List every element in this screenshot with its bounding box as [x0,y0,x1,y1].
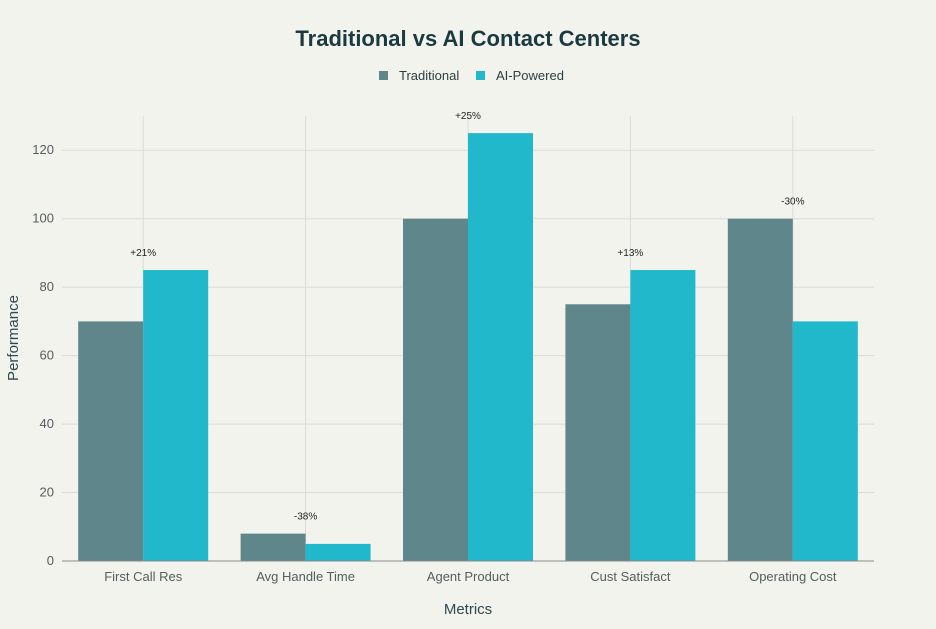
bar-ai-powered [143,270,209,561]
y-tick-label: 120 [32,142,54,157]
bar-traditional [78,321,144,561]
bar-traditional [727,218,793,561]
legend-label: AI-Powered [496,68,564,83]
bar-traditional [240,533,306,561]
bar-ai-powered [468,133,533,561]
bar-ai-powered [630,270,696,561]
x-tick-label: First Call Res [104,569,183,584]
y-tick-label: 20 [40,485,54,500]
bar-ai-powered [305,543,371,561]
x-tick-label: Agent Product [427,569,510,584]
axes: 0 20 40 60 80 100 120 First Call Res Avg Handle … [32,142,874,584]
y-tick-label: 60 [40,348,54,363]
bar-annotation: +13% [617,248,643,259]
bar-annotation: -38% [294,512,317,523]
x-tick-label: Cust Satisfact [590,569,671,584]
bar-annotation: -30% [781,197,804,208]
x-tick-label: Avg Handle Time [256,569,355,584]
legend: Traditional AI-Powered [379,68,564,83]
annotations: +21% -38% +25% +13% -30% [130,111,804,522]
y-tick-label: 0 [47,553,54,568]
bar-traditional [403,218,468,561]
bar-ai-powered [792,321,858,561]
x-tick-label: Operating Cost [749,569,837,584]
bars [78,133,858,561]
legend-swatch [476,71,485,80]
y-tick-label: 40 [40,416,54,431]
y-axis-label: Performance [5,295,22,381]
x-axis-label: Metrics [444,601,492,618]
bar-annotation: +21% [130,248,156,259]
legend-swatch [379,71,388,80]
bar-annotation: +25% [455,111,481,122]
y-tick-label: 80 [40,279,54,294]
y-tick-label: 100 [32,211,54,226]
chart-title: Traditional vs AI Contact Centers [295,26,640,51]
legend-label: Traditional [399,68,459,83]
bar-traditional [565,304,631,561]
